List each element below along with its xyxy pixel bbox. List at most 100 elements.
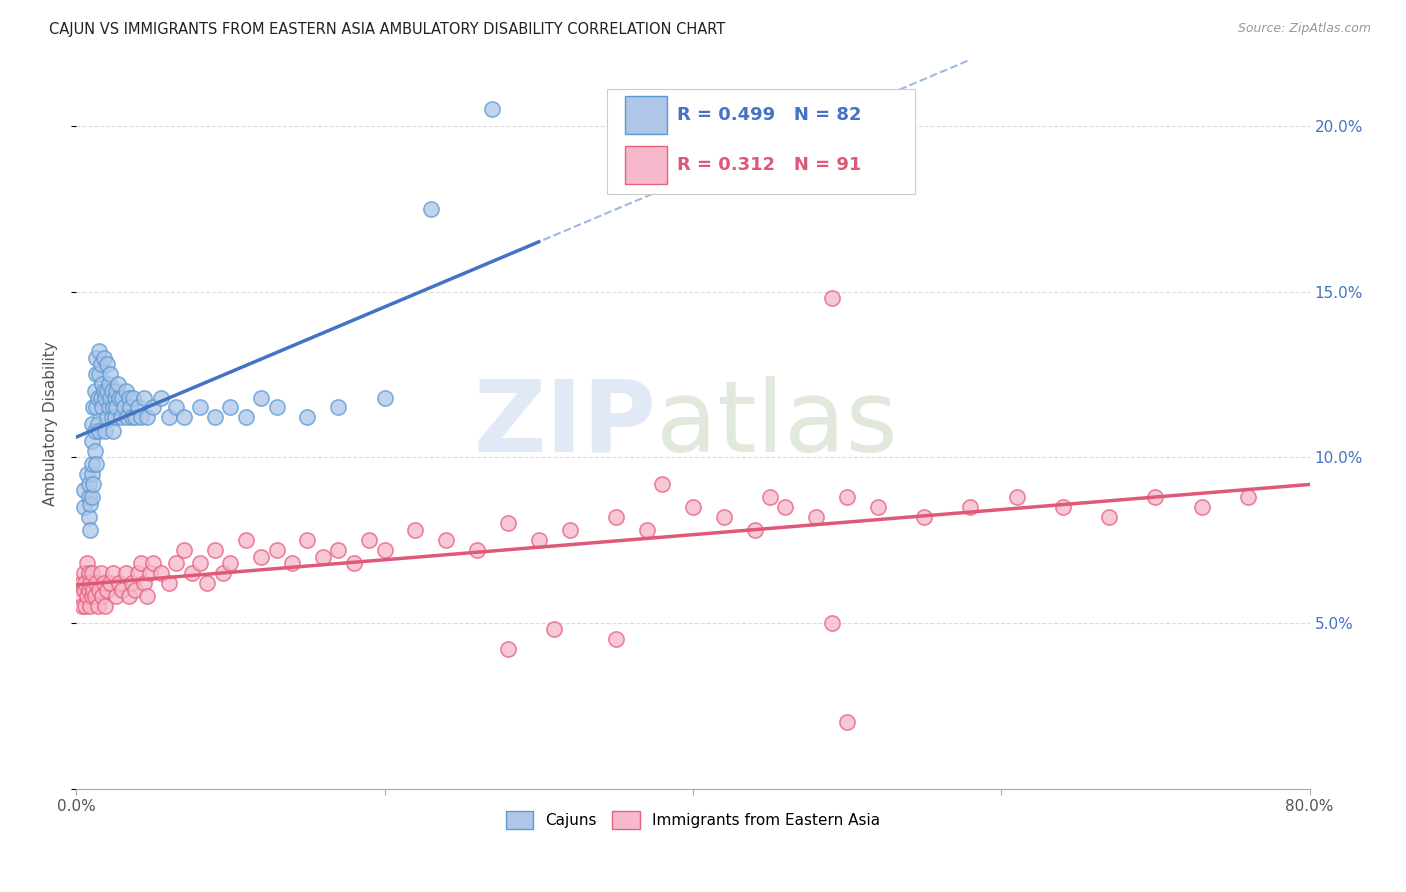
Point [250, 549, 273, 564]
Text: atlas: atlas [657, 376, 897, 473]
Point [100, 384, 122, 398]
Point [129, 556, 152, 570]
Point [527, 533, 550, 547]
Point [127, 566, 149, 581]
Point [132, 576, 155, 591]
Point [114, 566, 136, 581]
Point [266, 543, 288, 558]
Point [149, 566, 172, 581]
Point [79, 497, 101, 511]
Point [543, 623, 565, 637]
Point [77, 566, 100, 581]
Point [1191, 500, 1213, 514]
Point [419, 202, 441, 216]
Point [76, 467, 98, 481]
Point [124, 410, 146, 425]
Point [297, 410, 319, 425]
Point [97, 401, 120, 415]
Point [605, 509, 627, 524]
Point [235, 410, 257, 425]
Point [75, 599, 97, 614]
Point [806, 509, 828, 524]
Point [105, 401, 128, 415]
Point [122, 391, 145, 405]
FancyBboxPatch shape [626, 96, 666, 134]
Point [866, 500, 889, 514]
Point [76, 590, 98, 604]
Point [73, 483, 96, 498]
Point [120, 401, 142, 415]
Point [142, 401, 165, 415]
Point [114, 384, 136, 398]
Point [121, 576, 143, 591]
Point [73, 566, 96, 581]
Point [112, 401, 135, 415]
Point [374, 391, 396, 405]
Point [188, 401, 211, 415]
Point [1098, 509, 1121, 524]
Point [912, 509, 935, 524]
Point [359, 533, 381, 547]
Point [821, 615, 844, 630]
Point [343, 556, 366, 570]
Point [959, 500, 981, 514]
Point [97, 377, 120, 392]
Point [73, 500, 96, 514]
Point [108, 391, 131, 405]
Point [101, 424, 124, 438]
Point [84, 576, 107, 591]
Point [89, 582, 111, 597]
Point [77, 509, 100, 524]
Point [250, 391, 273, 405]
Point [117, 590, 139, 604]
Point [180, 566, 202, 581]
Point [204, 543, 226, 558]
Point [713, 509, 735, 524]
Point [139, 566, 162, 581]
Point [89, 344, 111, 359]
Point [149, 391, 172, 405]
Point [651, 476, 673, 491]
Point [821, 291, 844, 305]
Point [281, 556, 304, 570]
Point [93, 576, 115, 591]
Point [558, 523, 581, 537]
Point [165, 556, 187, 570]
Point [72, 576, 94, 591]
Point [111, 582, 134, 597]
Point [90, 566, 112, 581]
Text: ZIP: ZIP [472, 376, 657, 473]
Point [90, 358, 112, 372]
Point [77, 490, 100, 504]
Point [775, 500, 797, 514]
Point [157, 410, 180, 425]
Point [124, 582, 146, 597]
Point [129, 410, 152, 425]
Point [79, 576, 101, 591]
Point [77, 476, 100, 491]
Legend: Cajuns, Immigrants from Eastern Asia: Cajuns, Immigrants from Eastern Asia [499, 805, 886, 836]
Point [211, 566, 233, 581]
Point [96, 384, 118, 398]
Point [89, 424, 111, 438]
Text: CAJUN VS IMMIGRANTS FROM EASTERN ASIA AMBULATORY DISABILITY CORRELATION CHART: CAJUN VS IMMIGRANTS FROM EASTERN ASIA AM… [49, 22, 725, 37]
Point [188, 556, 211, 570]
Point [142, 556, 165, 570]
Point [101, 566, 124, 581]
Point [107, 377, 129, 392]
Point [104, 391, 127, 405]
Point [72, 599, 94, 614]
Point [101, 401, 124, 415]
Point [108, 576, 131, 591]
Point [219, 556, 242, 570]
Point [82, 582, 104, 597]
Point [496, 516, 519, 531]
Point [80, 457, 103, 471]
Point [79, 523, 101, 537]
Point [94, 599, 117, 614]
Point [312, 549, 335, 564]
Point [266, 401, 288, 415]
Point [80, 490, 103, 504]
Point [1144, 490, 1167, 504]
Point [404, 523, 426, 537]
